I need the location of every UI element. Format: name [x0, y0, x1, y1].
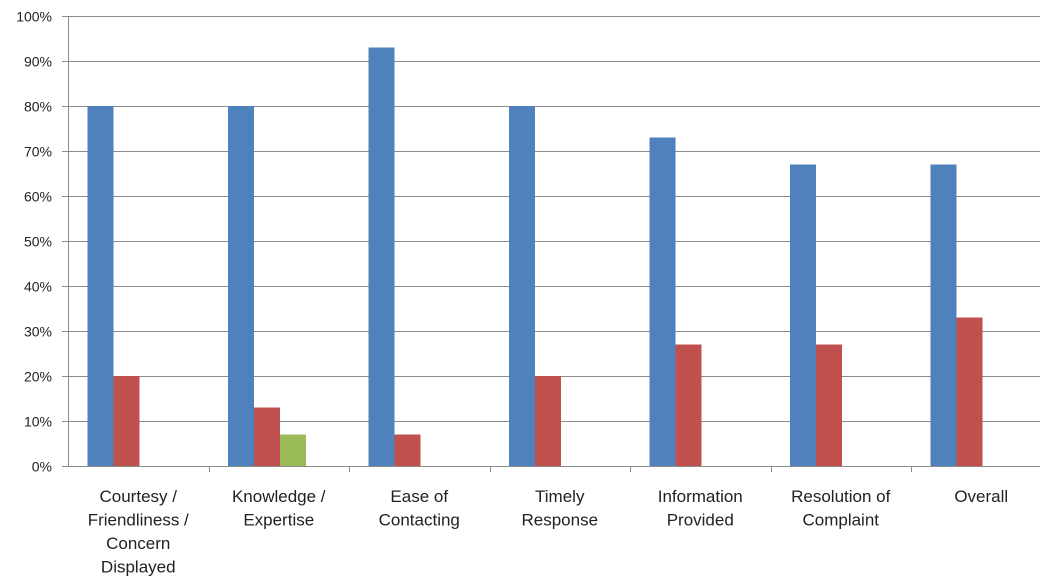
- bar-series-1: [368, 47, 395, 466]
- y-tick-label: 20%: [24, 369, 52, 385]
- bar-series-2: [254, 407, 280, 466]
- bars: [87, 47, 983, 466]
- y-tick-label: 60%: [24, 189, 52, 205]
- bar-series-1: [790, 164, 816, 466]
- bar-series-1: [228, 106, 254, 466]
- y-tick-label: 30%: [24, 324, 52, 340]
- x-category-label: Timely Response: [521, 487, 598, 530]
- x-category-label: Overall: [954, 487, 1008, 506]
- y-tick-label: 70%: [24, 144, 52, 160]
- x-category-label: Resolution of Complaint: [791, 487, 891, 530]
- x-category-label: Information Provided: [658, 487, 743, 530]
- x-category-labels: Courtesy / Friendliness / Concern Displayed…: [88, 487, 1008, 577]
- y-tick-label: 10%: [24, 414, 52, 430]
- bar-series-1: [87, 106, 114, 466]
- y-tick-labels: 0% 10% 20% 30% 40% 50% 60% 70% 80% 90% 100%: [16, 9, 52, 475]
- bar-series-2: [675, 344, 702, 466]
- axes: [62, 16, 1040, 472]
- x-category-label: Courtesy / Friendliness / Concern Displayed: [88, 487, 189, 577]
- y-tick-label: 90%: [24, 54, 52, 70]
- bar-series-1: [649, 137, 676, 466]
- y-tick-label: 100%: [16, 9, 52, 25]
- bar-series-2: [956, 317, 983, 466]
- x-category-label: Ease of Contacting: [379, 487, 460, 530]
- bar-series-1: [930, 164, 957, 466]
- x-category-label: Knowledge / Expertise: [232, 487, 326, 530]
- bar-series-2: [816, 344, 842, 466]
- gridlines: [62, 16, 1040, 422]
- y-tick-label: 50%: [24, 234, 52, 250]
- y-tick-label: 0%: [32, 459, 52, 475]
- bar-series-3: [280, 434, 306, 466]
- y-tick-label: 40%: [24, 279, 52, 295]
- bar-series-2: [394, 434, 421, 466]
- bar-series-1: [509, 106, 535, 466]
- bar-series-2: [535, 376, 561, 466]
- bar-series-2: [113, 376, 140, 466]
- y-tick-label: 80%: [24, 99, 52, 115]
